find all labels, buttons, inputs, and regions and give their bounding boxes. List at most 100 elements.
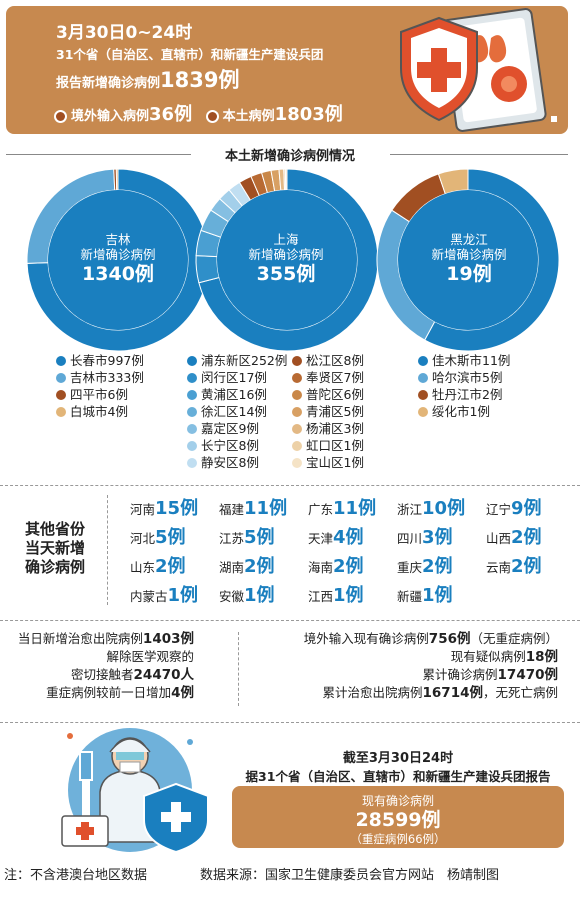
legend-item: 松江区8例 — [292, 352, 364, 369]
province-name: 浙江 — [397, 502, 423, 517]
summary-line1: 截至3月30日24时 — [342, 751, 454, 766]
province-name: 湖南 — [219, 560, 245, 575]
donut-slice-白城市 — [115, 168, 119, 191]
province-name: 新疆 — [397, 589, 423, 604]
province-name: 辽宁 — [486, 502, 512, 517]
section-rule-left — [6, 154, 191, 155]
stat-line: 境外输入现有确诊病例756例（无重症病例） — [303, 631, 558, 647]
legend-jilin: 长春市997例 吉林市333例 四平市6例 白城市4例 — [56, 352, 144, 420]
donut-heilongjiang-value: 19例 — [446, 263, 492, 285]
donut-jilin-label: 吉林 新增确诊病例 1340例 — [48, 232, 188, 286]
province-value: 2例 — [422, 556, 453, 577]
legend-swatch — [292, 441, 302, 451]
province-item: 新疆1例 — [397, 581, 453, 607]
section-rule-right — [390, 154, 568, 155]
province-value: 9例 — [511, 498, 542, 519]
province-name: 江苏 — [219, 531, 245, 546]
legend-shanghai-a: 浦东新区252例 闵行区17例 黄浦区16例 徐汇区14例 嘉定区9例 长宁区8例 静安区8… — [187, 352, 287, 471]
province-value: 1例 — [333, 585, 364, 606]
legend-swatch — [292, 424, 302, 434]
legend-swatch — [292, 373, 302, 383]
legend-label: 普陀区6例 — [306, 387, 364, 402]
legend-item: 白城市4例 — [56, 403, 144, 420]
donut-shanghai-value: 355例 — [256, 263, 316, 285]
legend-swatch — [187, 458, 197, 468]
legend-item: 普陀区6例 — [292, 386, 364, 403]
province-value: 1例 — [167, 585, 199, 606]
province-name: 河北 — [130, 531, 156, 546]
imported-dot-icon — [54, 110, 67, 123]
legend-swatch — [56, 373, 66, 383]
legend-swatch — [187, 390, 197, 400]
province-value: 11例 — [333, 498, 377, 519]
province-item: 广东11例 — [308, 494, 376, 520]
legend-label: 奉贤区7例 — [306, 370, 364, 385]
legend-label: 绥化市1例 — [432, 404, 490, 419]
legend-swatch — [187, 441, 197, 451]
legend-item: 佳木斯市11例 — [418, 352, 510, 369]
legend-label: 徐汇区14例 — [201, 404, 267, 419]
legend-item: 浦东新区252例 — [187, 352, 287, 369]
divider-1 — [0, 485, 580, 486]
province-item: 海南2例 — [308, 552, 364, 578]
legend-label: 嘉定区9例 — [201, 421, 259, 436]
province-item: 辽宁9例 — [486, 494, 542, 520]
province-value: 4例 — [333, 527, 364, 548]
legend-label: 黄浦区16例 — [201, 387, 267, 402]
legend-label: 哈尔滨市5例 — [432, 370, 503, 385]
stat-value: 18例 — [525, 649, 558, 665]
province-name: 内蒙古 — [130, 589, 168, 604]
province-value: 3例 — [422, 527, 453, 548]
donut-charts — [26, 168, 560, 352]
legend-item: 吉林市333例 — [56, 369, 144, 386]
legend-heilongjiang: 佳木斯市11例 哈尔滨市5例 牡丹江市2例 绥化市1例 — [418, 352, 510, 420]
province-item: 湖南2例 — [219, 552, 275, 578]
legend-swatch — [292, 458, 302, 468]
stats-divider — [238, 632, 239, 706]
legend-item: 长宁区8例 — [187, 437, 287, 454]
legend-swatch — [187, 373, 197, 383]
legend-label: 四平市6例 — [70, 387, 128, 402]
province-name: 江西 — [308, 589, 334, 604]
province-name: 海南 — [308, 560, 334, 575]
province-item: 安徽1例 — [219, 581, 275, 607]
header-report: 报告新增确诊病例1839例 — [56, 68, 240, 92]
provinces-label: 其他省份 当天新增 确诊病例 — [24, 520, 85, 576]
donut-shanghai-label: 上海 新增确诊病例 355例 — [216, 232, 356, 286]
province-value: 5例 — [155, 527, 186, 548]
province-value: 5例 — [244, 527, 275, 548]
donut-jilin — [26, 168, 210, 352]
right-stats: 境外输入现有确诊病例756例（无重症病例） 现有疑似病例18例 累计确诊病例1747… — [248, 630, 558, 702]
stat-line: 重症病例较前一日增加4例 — [46, 685, 194, 701]
province-name: 山西 — [486, 531, 512, 546]
donut-slice-宝山区 — [284, 168, 288, 191]
donut-heilongjiang — [376, 168, 560, 352]
legend-label: 牡丹江市2例 — [432, 387, 503, 402]
province-item: 天津4例 — [308, 523, 364, 549]
province-item: 河南15例 — [130, 494, 198, 520]
legend-item: 徐汇区14例 — [187, 403, 287, 420]
donut-jilin-value: 1340例 — [82, 263, 154, 285]
legend-swatch — [292, 390, 302, 400]
legend-item: 嘉定区9例 — [187, 420, 287, 437]
legend-swatch — [418, 356, 428, 366]
province-name: 天津 — [308, 531, 334, 546]
legend-swatch — [187, 407, 197, 417]
header-report-value: 1839例 — [160, 68, 240, 92]
legend-item: 哈尔滨市5例 — [418, 369, 510, 386]
legend-label: 杨浦区3例 — [306, 421, 364, 436]
stat-line: 密切接触者24470人 — [71, 667, 194, 683]
legend-item: 长春市997例 — [56, 352, 144, 369]
province-name: 福建 — [219, 502, 245, 517]
province-name: 安徽 — [219, 589, 245, 604]
legend-label: 宝山区1例 — [306, 455, 364, 470]
province-item: 重庆2例 — [397, 552, 453, 578]
province-name: 云南 — [486, 560, 512, 575]
province-value: 2例 — [244, 556, 275, 577]
legend-shanghai-b: 松江区8例 奉贤区7例 普陀区6例 青浦区5例 杨浦区3例 虹口区1例 宝山区1例 — [292, 352, 364, 471]
stat-line: 累计确诊病例17470例 — [422, 667, 558, 683]
legend-item: 黄浦区16例 — [187, 386, 287, 403]
province-item: 江苏5例 — [219, 523, 275, 549]
legend-label: 青浦区5例 — [306, 404, 364, 419]
donut-center — [398, 190, 538, 330]
